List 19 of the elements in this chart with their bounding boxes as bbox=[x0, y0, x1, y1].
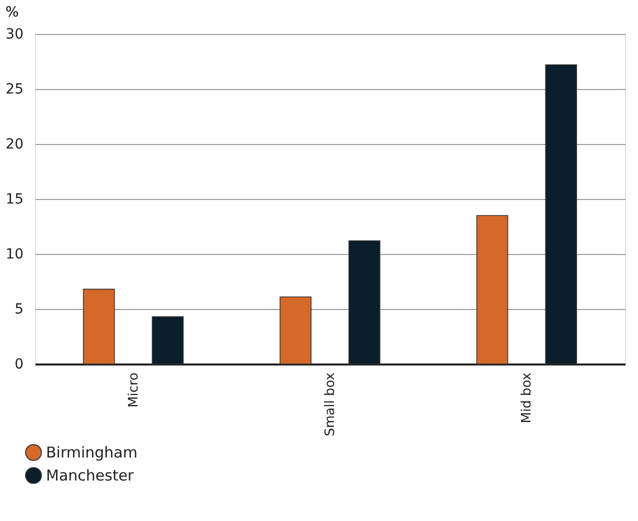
y-tick-label: 15 bbox=[6, 192, 24, 208]
legend-label: Birmingham bbox=[46, 444, 138, 462]
bar bbox=[348, 240, 380, 364]
x-tick-label: Small box bbox=[323, 372, 338, 436]
bar bbox=[545, 64, 577, 364]
x-tick-label: Mid box bbox=[520, 372, 535, 424]
bar bbox=[152, 316, 184, 364]
y-tick-label: 0 bbox=[14, 356, 24, 372]
y-axis-title: % bbox=[6, 4, 19, 20]
bar bbox=[83, 288, 115, 364]
x-tick-label: Micro bbox=[126, 372, 142, 408]
legend-label: Manchester bbox=[46, 466, 135, 484]
y-tick-label: 10 bbox=[6, 246, 24, 262]
y-tick-label: 5 bbox=[14, 302, 24, 318]
y-tick-label: 20 bbox=[6, 136, 24, 152]
bar bbox=[280, 296, 312, 364]
y-tick-label: 25 bbox=[6, 82, 24, 98]
bar bbox=[476, 215, 508, 364]
y-tick-label: 30 bbox=[6, 26, 24, 42]
